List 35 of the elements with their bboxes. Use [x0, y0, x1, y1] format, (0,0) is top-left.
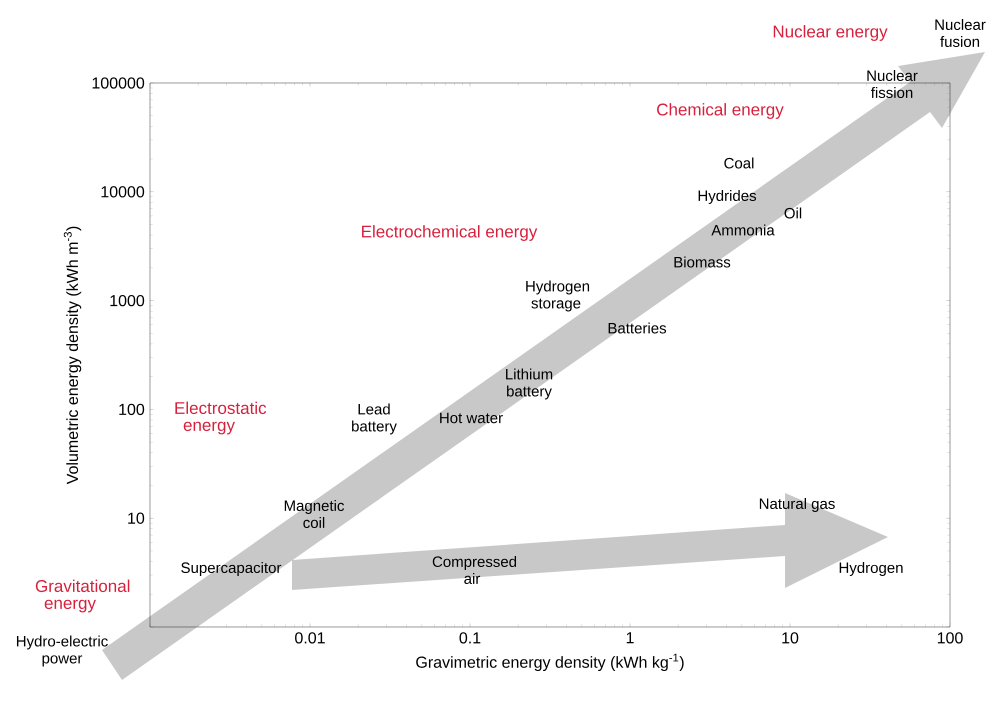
annotation: Natural gas: [760, 498, 835, 512]
annotation: Hydrogen storage: [526, 280, 590, 312]
text: Hydro-electric power: [16, 636, 108, 666]
x-tick-label: 0.1: [460, 632, 480, 644]
annotation: Hot water: [440, 412, 503, 424]
x-tick-label: 0.01: [295, 632, 325, 644]
annotation: Hydrides: [698, 190, 756, 204]
y-tick-label: 10: [128, 512, 144, 524]
y-tick-label: 10000: [102, 186, 144, 198]
annotation: Lithium battery: [506, 368, 552, 400]
annotation: Oil: [784, 207, 802, 218]
annotation: Biomass: [674, 256, 730, 268]
annotation: Nuclear fission: [867, 70, 918, 98]
annotation: Supercapacitor: [181, 562, 282, 576]
annotation: Compressed air: [432, 556, 516, 584]
x-tick-label: 10: [782, 632, 798, 644]
y-axis-title: Volumetric energy density (kWh m$^{-3}$): [64, 226, 82, 484]
x-tick-label: 100: [938, 632, 963, 644]
annotation: Chemical energy: [657, 103, 784, 119]
annotation: Hydrogen: [840, 562, 903, 576]
text: Nuclear energy: [774, 25, 888, 41]
y-tick-label: 100000: [92, 77, 144, 89]
text: Gravitational energy: [36, 580, 130, 612]
y-tick-label: 100: [119, 404, 144, 416]
annotation: Lead battery: [352, 404, 397, 434]
annotation: Batteries: [608, 322, 666, 334]
text: Nuclear fusion: [935, 18, 986, 47]
x-axis-title: Gravimetric energy density (kWh kg$^{-1}$): [416, 654, 684, 672]
annotation: Coal: [724, 157, 754, 168]
y-tick-label: 1000: [110, 294, 144, 306]
annotation: Magnetic coil: [284, 500, 344, 528]
annotation: Ammonia: [711, 224, 775, 236]
x-tick-label: 1: [626, 632, 634, 644]
annotation: Electrostatic energy: [175, 402, 266, 434]
annotation: Electrochemical energy: [362, 225, 538, 241]
